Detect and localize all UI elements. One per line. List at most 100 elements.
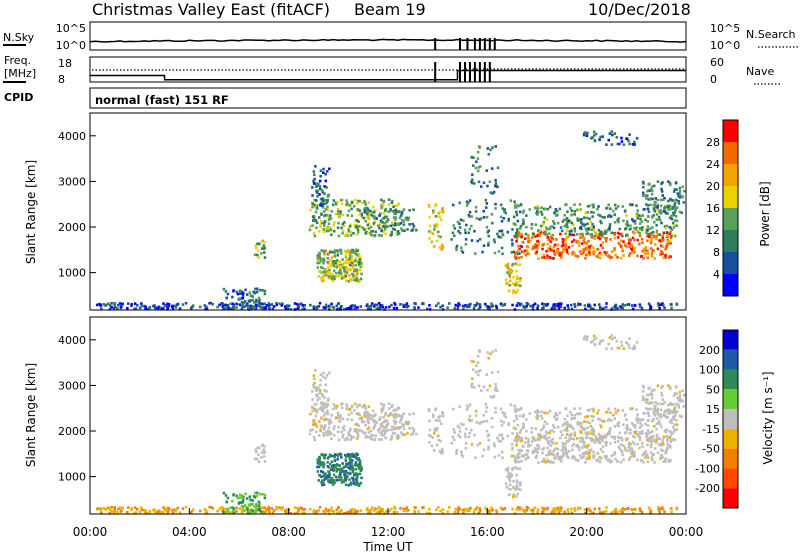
velocity-cell <box>534 439 537 442</box>
velocity-cell <box>648 439 651 443</box>
power-cell <box>257 256 261 260</box>
power-cell <box>563 213 566 217</box>
velocity-cell <box>604 440 607 444</box>
power-cell <box>552 226 556 230</box>
velocity-cell <box>315 386 318 389</box>
power-cell <box>315 185 318 188</box>
power-cell <box>646 252 650 255</box>
power-cell <box>372 205 375 209</box>
velocity-cell <box>358 467 361 470</box>
velocity-cell <box>385 424 388 427</box>
power-cell <box>487 241 490 245</box>
power-cell <box>384 227 387 231</box>
velocity-cell <box>402 427 406 431</box>
power-cell <box>350 306 353 310</box>
velocity-cell <box>495 508 498 512</box>
velocity-cell <box>532 449 535 452</box>
velocity-cell <box>340 406 344 410</box>
velocity-cell <box>519 481 522 484</box>
power-cell <box>646 225 650 228</box>
power-cell <box>501 304 504 307</box>
velocity-cell <box>539 414 543 418</box>
power-cell <box>610 250 614 253</box>
power-cell <box>334 212 338 216</box>
velocity-cell <box>345 475 349 478</box>
power-cell <box>322 228 325 231</box>
power-cell <box>257 300 261 304</box>
velocity-cell <box>348 456 352 460</box>
power-cell <box>605 230 608 234</box>
power-cell <box>649 304 652 308</box>
velocity-cell <box>515 444 518 447</box>
power-cell <box>568 230 572 233</box>
power-cell <box>358 278 361 282</box>
velocity-cell <box>588 454 591 458</box>
velocity-cell <box>243 509 246 513</box>
power-cell <box>527 236 530 240</box>
power-cell <box>592 229 595 232</box>
power-cell <box>590 228 593 231</box>
time-axis-label: Time UT <box>362 540 413 554</box>
velocity-cell <box>584 461 587 464</box>
velocity-cell <box>316 459 320 463</box>
velocity-cell <box>311 390 314 393</box>
velocity-cell <box>647 436 650 440</box>
power-cell <box>112 307 116 311</box>
velocity-cell <box>482 420 486 423</box>
power-cell <box>320 188 324 192</box>
power-cell <box>263 241 266 244</box>
power-cell <box>522 218 525 222</box>
velocity-cell <box>263 506 266 510</box>
power-cell <box>413 307 416 310</box>
noise-right-tick-top: 10^5 <box>710 22 740 35</box>
power-cell <box>617 205 620 208</box>
velocity-cell <box>329 432 333 436</box>
velocity-cell <box>576 437 579 440</box>
power-cell <box>509 271 513 275</box>
power-cell <box>388 203 391 206</box>
power-cell <box>478 304 482 307</box>
velocity-cell <box>670 432 674 436</box>
velocity-cell <box>590 429 593 432</box>
power-cell <box>556 249 559 252</box>
power-cell <box>502 217 505 220</box>
velocity-cell <box>326 461 329 464</box>
velocity-cell <box>565 420 569 424</box>
velocity-cell <box>334 463 337 467</box>
power-cell <box>650 239 653 242</box>
power-cell <box>601 233 604 236</box>
velocity-cell <box>601 445 605 449</box>
velocity-cell <box>397 436 401 439</box>
velocity-cell <box>255 494 259 498</box>
power-cell <box>367 305 370 308</box>
velocity-cell <box>117 507 120 511</box>
power-cell <box>388 305 391 309</box>
velocity-cell <box>681 389 684 393</box>
velocity-cell <box>621 438 624 442</box>
velocity-cell <box>461 455 465 458</box>
power-cell <box>249 294 252 298</box>
power-cell <box>551 233 554 237</box>
velocity-cell <box>515 410 518 413</box>
power-cell <box>328 268 331 272</box>
velocity-cell <box>336 404 339 408</box>
velocity-cell <box>520 506 523 510</box>
power-cell <box>567 252 570 255</box>
power-cell <box>569 220 572 224</box>
velocity-cell <box>402 412 406 415</box>
velocity-cell <box>625 341 629 345</box>
velocity-cell <box>613 453 616 456</box>
velocity-cell <box>474 370 478 374</box>
power-cell <box>461 251 465 254</box>
power-cell <box>621 205 625 208</box>
power-cell <box>331 203 335 207</box>
velocity-cell <box>380 509 383 513</box>
velocity-cell <box>583 420 586 424</box>
power-cell <box>222 287 226 291</box>
velocity-cell <box>327 470 330 473</box>
power-cell <box>389 234 392 237</box>
velocity-cell <box>384 413 387 416</box>
power-cell <box>506 266 510 269</box>
velocity-cell <box>403 433 406 437</box>
velocity-cell <box>672 394 676 397</box>
